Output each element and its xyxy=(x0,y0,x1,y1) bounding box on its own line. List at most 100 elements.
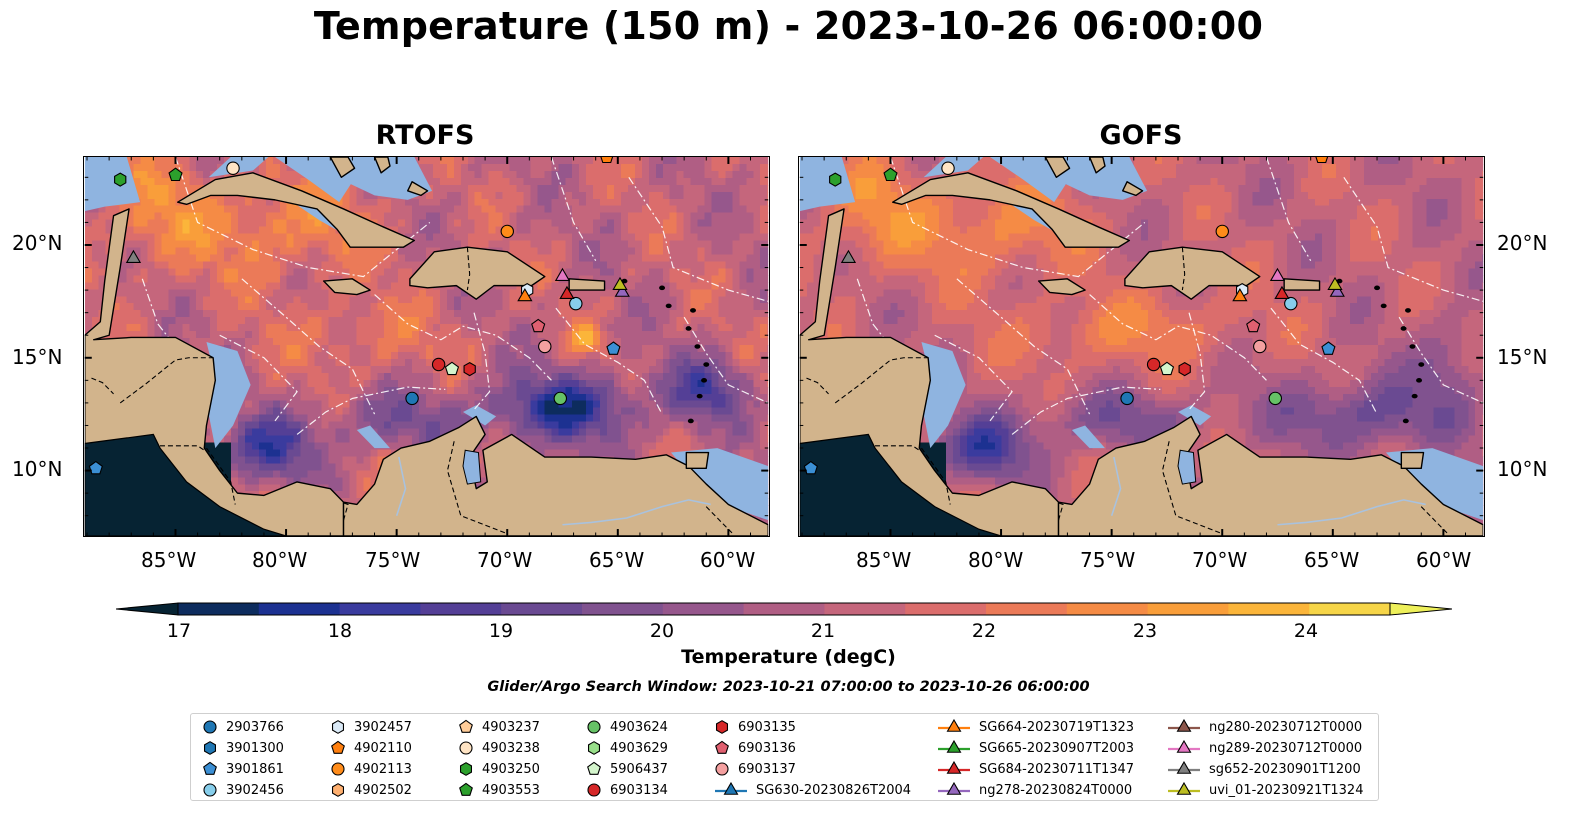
colorbar-segment xyxy=(1309,603,1391,615)
legend-label: 3902456 xyxy=(226,782,284,798)
legend-item: 6903135 xyxy=(713,717,796,737)
legend-label: 6903134 xyxy=(610,782,668,798)
colorbar-segment xyxy=(1228,603,1310,615)
lake-maracaibo xyxy=(462,449,482,485)
colorbar-segment xyxy=(986,603,1068,615)
argo-marker-4903238 xyxy=(226,161,240,175)
argo-marker-icon xyxy=(715,762,729,776)
glider-line-marker-icon xyxy=(1168,739,1200,753)
lon-tick-label: 85°W xyxy=(856,548,912,572)
legend-label: 6903136 xyxy=(738,740,796,756)
argo-marker-4902110 xyxy=(1315,157,1329,164)
colorbar xyxy=(116,602,1452,616)
country-borders xyxy=(91,247,734,535)
argo-marker-3901861 xyxy=(803,460,818,475)
argo-marker-6903135 xyxy=(1178,361,1191,377)
panel-title-gofs: GOFS xyxy=(1099,120,1183,151)
glider-line-marker-icon xyxy=(1168,781,1200,795)
glider-marker-uvi_01-20230921T1324 xyxy=(1327,276,1343,291)
argo-marker-icon xyxy=(203,761,217,775)
legend-label: ng289-20230712T0000 xyxy=(1209,740,1363,756)
legend-item: sg652-20230901T1200 xyxy=(1166,759,1361,779)
argo-marker-icon xyxy=(715,720,729,734)
legend-item: 4903629 xyxy=(585,738,668,758)
argo-marker-icon xyxy=(715,740,729,754)
land-jamaica xyxy=(322,278,371,296)
legend-item: ng289-20230712T0000 xyxy=(1166,738,1362,758)
glider-marker-SG664-20230719T1323 xyxy=(517,288,533,302)
land-hispaniola xyxy=(1124,246,1261,300)
figure-title: Temperature (150 m) - 2023-10-26 06:00:0… xyxy=(313,4,1264,48)
legend-item: 4902113 xyxy=(329,759,412,779)
argo-marker-icon xyxy=(331,762,345,776)
legend-item: ng280-20230712T0000 xyxy=(1166,717,1362,737)
colorbar-segment xyxy=(1066,603,1149,615)
legend-label: 4903624 xyxy=(610,719,668,735)
colorbar-segment xyxy=(824,603,906,615)
legend-label: 4903237 xyxy=(482,719,540,735)
glider-marker-uvi_01-20230921T1324 xyxy=(612,276,628,291)
colorbar-extend-min xyxy=(116,602,179,616)
lon-tick-label: 70°W xyxy=(1192,548,1248,572)
country-borders xyxy=(806,247,1449,535)
argo-marker-3901861 xyxy=(88,460,103,475)
legend-item: 4903250 xyxy=(457,759,540,779)
argo-marker-4903250 xyxy=(829,172,842,187)
glider-marker-SG684-20230711T1347 xyxy=(1274,285,1290,299)
lesser-antilles xyxy=(621,278,710,424)
glider-line-marker-icon xyxy=(938,760,970,774)
legend-item: uvi_01-20230921T1324 xyxy=(1166,780,1363,800)
legend: 2903766 3901300 3901861 3902456 3902457 49021… xyxy=(190,713,1379,801)
argo-marker-5906437 xyxy=(1159,361,1175,376)
argo-marker-4903553 xyxy=(883,167,898,182)
map-panel-gofs xyxy=(798,156,1485,537)
argo-marker-icon xyxy=(331,783,345,797)
argo-marker-6903137 xyxy=(1253,339,1267,354)
argo-marker-3902456 xyxy=(569,296,583,311)
legend-item: 6903137 xyxy=(713,759,796,779)
land-bahamasC xyxy=(407,181,429,197)
argo-marker-icon xyxy=(203,741,217,755)
legend-label: sg652-20230901T1200 xyxy=(1209,761,1361,777)
argo-marker-icon xyxy=(587,783,601,797)
shallow-water xyxy=(1178,405,1212,426)
colorbar-tick-label: 19 xyxy=(488,620,514,642)
pacific-ocean xyxy=(799,433,1002,536)
glider-line-marker-icon xyxy=(938,718,970,732)
argo-marker-icon xyxy=(587,761,601,775)
panel-title-rtofs: RTOFS xyxy=(375,120,475,151)
land-bahamasA xyxy=(1044,157,1071,178)
legend-item: 4903238 xyxy=(457,738,540,758)
argo-marker-4903624 xyxy=(553,391,568,406)
land-bahamasB xyxy=(373,157,391,174)
shallow-water xyxy=(1071,425,1105,449)
glider-line-marker-icon xyxy=(715,781,747,795)
legend-label: 4902113 xyxy=(354,761,412,777)
search-window-subtitle: Glider/Argo Search Window: 2023-10-21 07… xyxy=(487,679,1090,695)
legend-label: SG665-20230907T2003 xyxy=(979,740,1135,756)
legend-label: 6903137 xyxy=(738,761,796,777)
legend-label: SG664-20230719T1323 xyxy=(979,719,1135,735)
legend-label: SG684-20230711T1347 xyxy=(979,761,1135,777)
legend-item: SG684-20230711T1347 xyxy=(936,759,1134,779)
argo-marker-icon xyxy=(331,740,345,754)
argo-marker-6903135 xyxy=(463,361,476,377)
rivers xyxy=(395,456,711,526)
legend-label: 4903629 xyxy=(610,740,668,756)
argo-marker-icon xyxy=(459,741,473,755)
argo-marker-icon xyxy=(459,782,473,796)
legend-item: 3902457 xyxy=(329,717,412,737)
argo-marker-6903134 xyxy=(431,357,446,372)
legend-item: 6903134 xyxy=(585,780,668,800)
legend-item: 6903136 xyxy=(713,738,796,758)
colorbar-segment xyxy=(1147,603,1229,615)
colorbar-segment xyxy=(178,603,260,615)
legend-label: SG630-20230826T2004 xyxy=(756,782,912,798)
legend-item: ng278-20230824T0000 xyxy=(936,780,1132,800)
legend-label: 5906437 xyxy=(610,761,668,777)
land-cuba xyxy=(892,172,1131,248)
shallow-water xyxy=(84,157,141,212)
legend-label: 4902502 xyxy=(354,782,412,798)
observation-markers xyxy=(88,157,630,475)
glider-line-marker-icon xyxy=(1168,760,1200,774)
